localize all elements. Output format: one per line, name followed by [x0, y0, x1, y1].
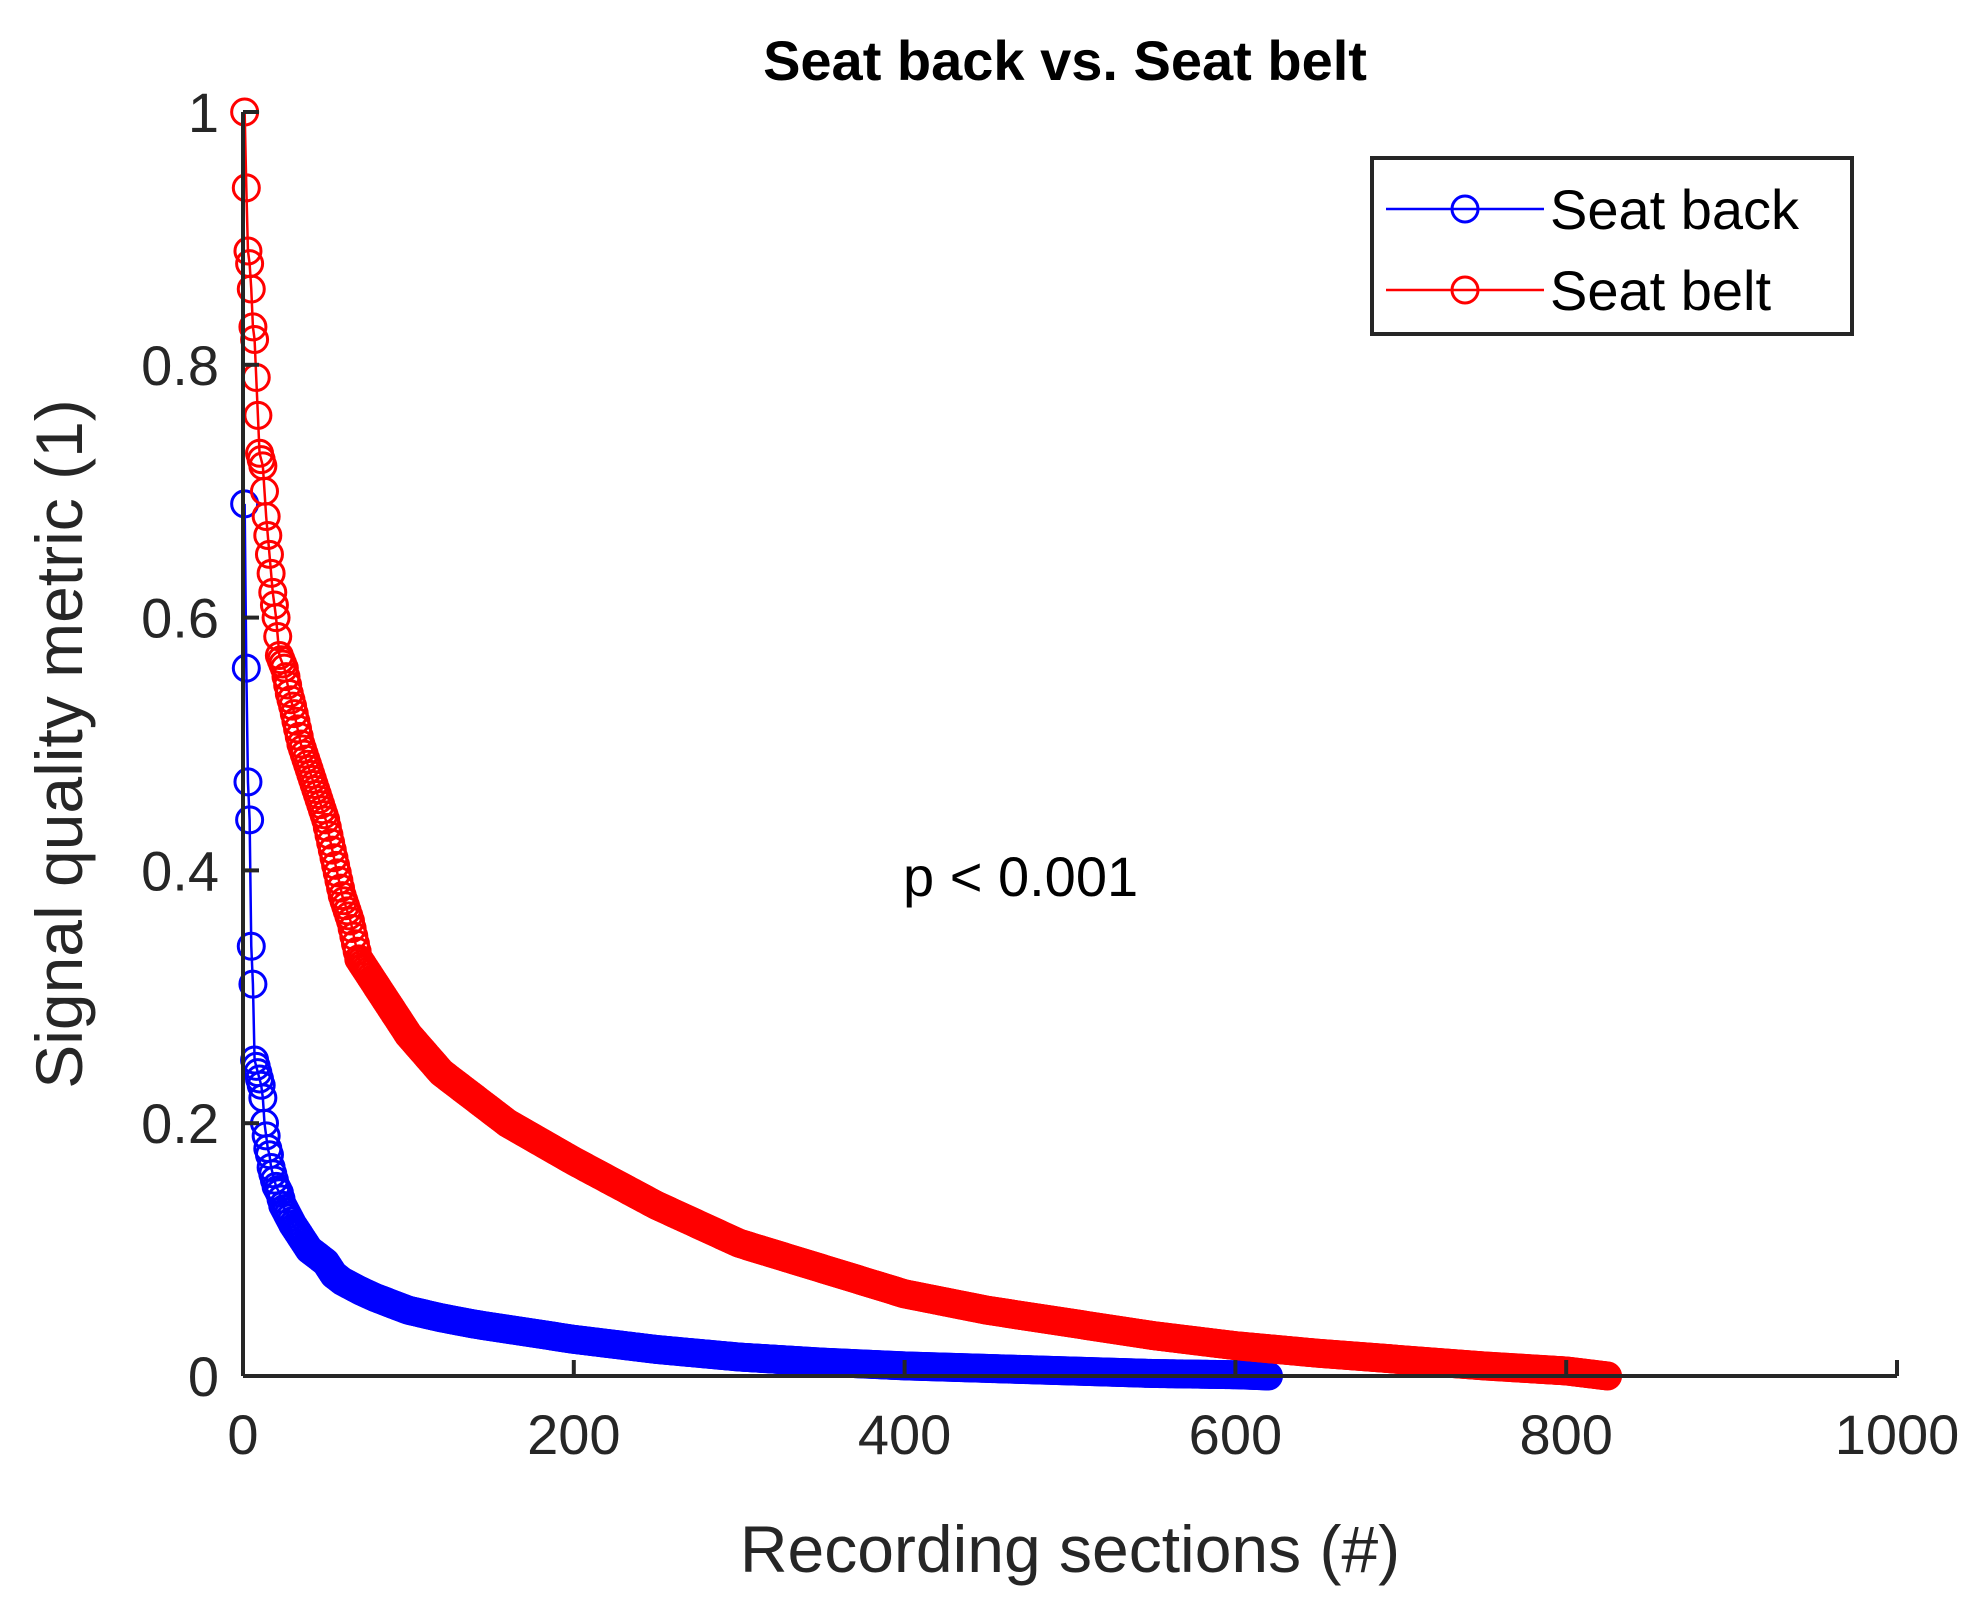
- data-point: [259, 590, 289, 620]
- legend-label-seat-belt: Seat belt: [1550, 259, 1771, 322]
- data-point: [233, 236, 263, 266]
- data-point: [231, 653, 261, 683]
- y-tick-label: 0.2: [141, 1092, 219, 1155]
- x-tick-label: 600: [1189, 1403, 1282, 1466]
- data-point: [254, 539, 284, 569]
- y-tick-label: 0.4: [141, 839, 219, 902]
- y-ticks: 0 0.2 0.4 0.6 0.8 1: [141, 81, 259, 1408]
- data-point: [236, 274, 266, 304]
- data-point: [251, 1121, 281, 1151]
- data-point: [231, 173, 261, 203]
- series-layer: [230, 97, 1623, 1391]
- legend-marker-seat-belt: [1450, 275, 1480, 305]
- data-point: [251, 501, 281, 531]
- chart-title: Seat back vs. Seat belt: [763, 29, 1367, 92]
- legend-label-seat-back: Seat back: [1550, 178, 1800, 241]
- data-point: [236, 931, 266, 961]
- data-point: [263, 622, 293, 652]
- data-point: [238, 312, 268, 342]
- data-point: [246, 1070, 276, 1100]
- series-seat-back: [230, 489, 1283, 1391]
- y-tick-label: 0: [188, 1345, 219, 1408]
- y-tick-label: 0.6: [141, 587, 219, 650]
- x-tick-label: 400: [858, 1403, 951, 1466]
- x-ticks: 0 200 400 600 800 1000: [227, 1360, 1959, 1466]
- y-axis-label: Signal quality metric (1): [22, 399, 96, 1089]
- legend-marker-seat-back: [1450, 194, 1480, 224]
- x-tick-label: 1000: [1835, 1403, 1960, 1466]
- data-point: [256, 558, 286, 588]
- x-axis-label: Recording sections (#): [740, 1512, 1400, 1586]
- data-point: [238, 969, 268, 999]
- x-tick-label: 0: [227, 1403, 258, 1466]
- x-tick-label: 200: [527, 1403, 620, 1466]
- p-value-annotation: p < 0.001: [903, 845, 1138, 908]
- legend: Seat back Seat belt: [1370, 156, 1854, 336]
- x-tick-label: 800: [1519, 1403, 1612, 1466]
- y-tick-label: 1: [188, 81, 219, 144]
- data-point: [235, 805, 265, 835]
- y-tick-label: 0.8: [141, 334, 219, 397]
- data-point: [253, 520, 283, 550]
- data-point: [233, 767, 263, 797]
- legend-box: [1370, 156, 1854, 336]
- data-point: [261, 603, 291, 633]
